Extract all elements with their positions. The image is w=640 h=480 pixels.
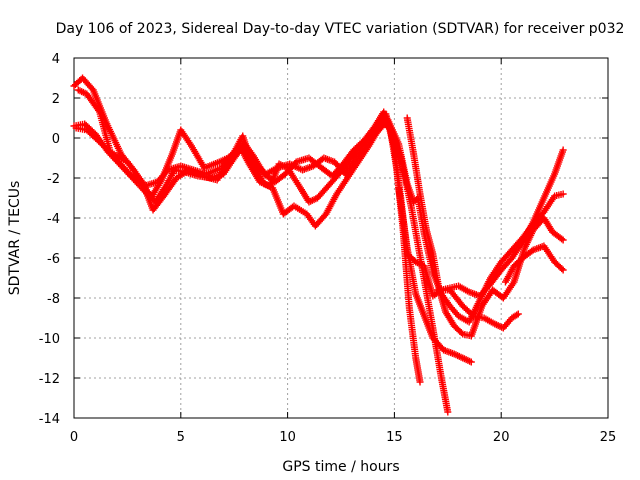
y-tick-label: -10 [39, 332, 60, 347]
axis-ticks: 0 5 10 15 20 25 -14 -12 -10 -8 -6 -4 -2 0 2 4 [39, 52, 617, 445]
x-tick-label: 5 [177, 430, 185, 445]
y-tick-label: -12 [39, 372, 60, 387]
data-point [467, 358, 475, 366]
data-point [457, 329, 465, 337]
x-axis-label: GPS time / hours [282, 459, 399, 475]
y-tick-label: -4 [47, 212, 60, 227]
data-point [514, 310, 522, 318]
y-tick-label: 0 [52, 132, 60, 147]
series-track-8 [501, 242, 567, 286]
x-tick-label: 20 [493, 430, 510, 445]
x-tick-label: 10 [279, 430, 296, 445]
y-tick-label: 4 [52, 52, 60, 67]
y-tick-label: -8 [47, 292, 60, 307]
data-point [513, 311, 521, 319]
x-tick-label: 15 [386, 430, 403, 445]
y-axis-label: SDTVAR / TECUs [7, 181, 23, 296]
data-point [559, 146, 567, 154]
y-tick-label: 2 [52, 92, 60, 107]
data-point [416, 378, 424, 386]
x-tick-label: 0 [70, 430, 78, 445]
data-point [444, 408, 452, 416]
data-point [468, 311, 476, 319]
data-point [559, 236, 567, 244]
series-track-7 [433, 286, 522, 332]
x-tick-label: 25 [600, 430, 617, 445]
data-point [559, 266, 567, 274]
series-track-5 [403, 114, 567, 340]
series-track-6 [395, 184, 475, 366]
data-point [559, 190, 567, 198]
data-point [558, 265, 566, 273]
plot-frame [73, 57, 609, 419]
chart-title: Day 106 of 2023, Sidereal Day-to-day VTE… [56, 21, 625, 37]
data-point [558, 235, 566, 243]
y-tick-label: -2 [47, 172, 60, 187]
y-tick-label: -6 [47, 252, 60, 267]
data-points [70, 74, 567, 416]
y-tick-label: -14 [39, 412, 60, 427]
